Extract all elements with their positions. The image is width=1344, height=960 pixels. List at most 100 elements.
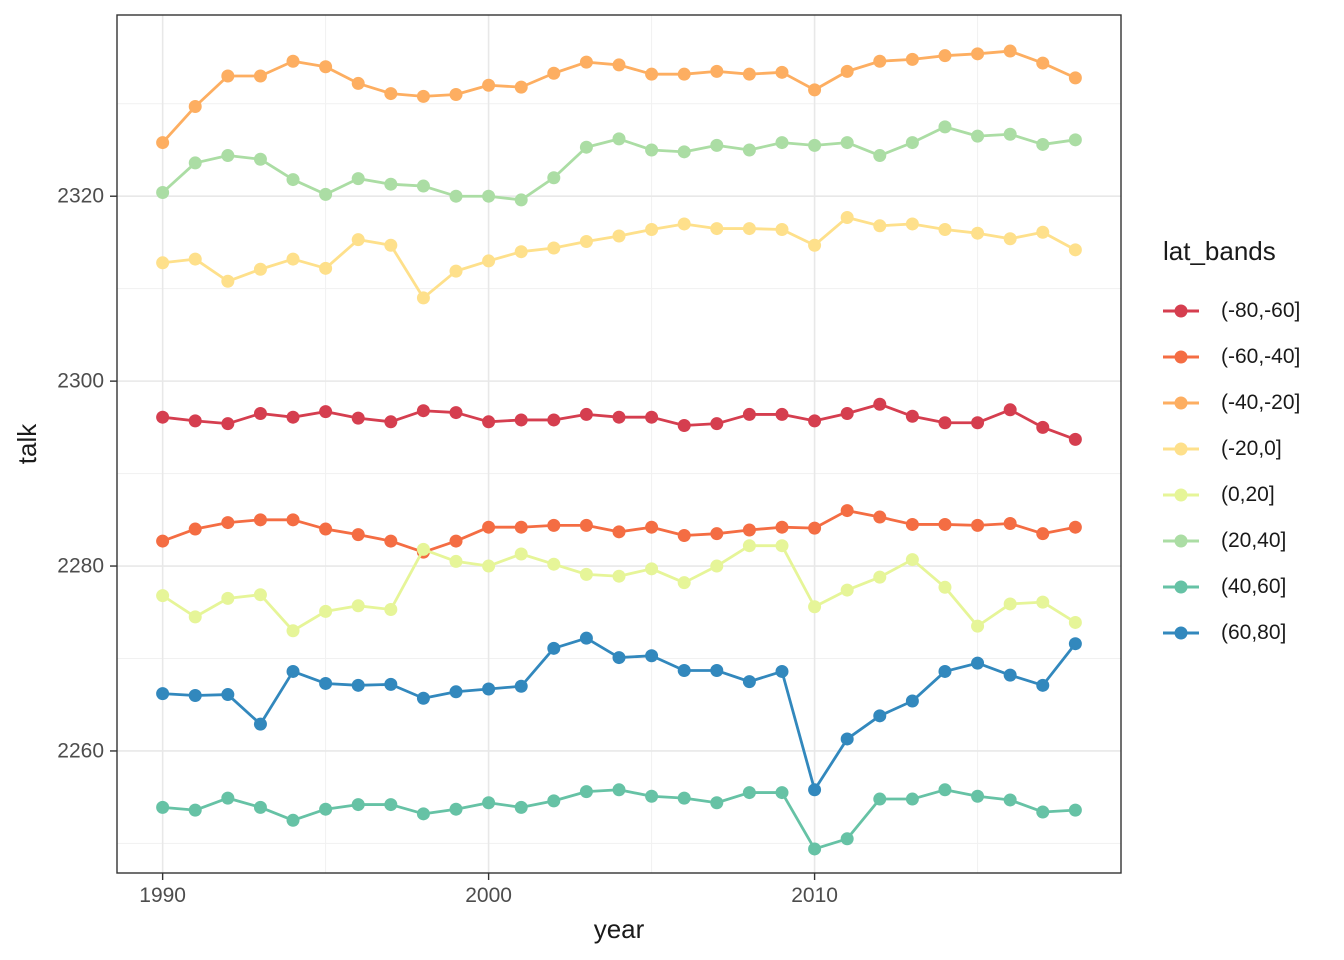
data-point: [547, 641, 561, 655]
data-point: [710, 138, 724, 152]
legend-item-label: (60,80]: [1221, 621, 1287, 644]
x-tick-label: 1990: [139, 884, 186, 907]
data-point: [775, 136, 789, 150]
data-point: [775, 664, 789, 678]
data-point: [612, 783, 626, 797]
data-point: [1003, 668, 1017, 682]
data-point: [514, 80, 528, 94]
data-point: [645, 410, 659, 424]
data-point: [514, 679, 528, 693]
data-point: [416, 542, 430, 556]
legend-item-label: (20,40]: [1221, 529, 1287, 552]
data-point: [971, 226, 985, 240]
data-point: [482, 520, 496, 534]
data-point: [808, 783, 822, 797]
data-point: [221, 274, 235, 288]
legend-key-dot: [1174, 626, 1188, 640]
data-point: [840, 406, 854, 420]
data-point: [873, 219, 887, 233]
data-point: [645, 143, 659, 157]
legend-key-glyph: [1163, 396, 1199, 410]
data-point: [742, 786, 756, 800]
data-point: [156, 136, 170, 150]
data-point: [188, 610, 202, 624]
data-point: [188, 522, 202, 536]
data-point: [677, 791, 691, 805]
data-point: [514, 520, 528, 534]
data-point: [188, 688, 202, 702]
data-point: [938, 783, 952, 797]
data-point: [1003, 793, 1017, 807]
data-point: [1003, 517, 1017, 531]
data-point: [645, 520, 659, 534]
data-point: [579, 407, 593, 421]
legend-key-glyph: [1163, 350, 1199, 364]
legend-key-dot: [1174, 304, 1188, 318]
data-point: [482, 415, 496, 429]
data-point: [286, 54, 300, 68]
data-point: [840, 583, 854, 597]
data-point: [873, 54, 887, 68]
data-point: [514, 193, 528, 207]
data-point: [351, 528, 365, 542]
data-point: [156, 589, 170, 603]
data-point: [286, 624, 300, 638]
data-point: [938, 517, 952, 531]
data-point: [579, 785, 593, 799]
data-point: [775, 786, 789, 800]
data-point: [808, 842, 822, 856]
data-point: [416, 179, 430, 193]
y-tick-label: 2300: [57, 370, 104, 393]
data-point: [579, 140, 593, 154]
data-point: [1036, 56, 1050, 70]
data-point: [808, 414, 822, 428]
data-point: [808, 238, 822, 252]
data-point: [612, 651, 626, 665]
data-point: [384, 798, 398, 812]
data-point: [221, 149, 235, 163]
legend-item: (-20,0]: [1161, 426, 1300, 472]
data-point: [514, 547, 528, 561]
data-point: [938, 120, 952, 134]
data-point: [775, 407, 789, 421]
data-point: [449, 264, 463, 278]
data-point: [873, 570, 887, 584]
data-point: [873, 792, 887, 806]
data-point: [416, 89, 430, 103]
data-point: [579, 518, 593, 532]
data-point: [677, 664, 691, 678]
y-tick-label: 2320: [57, 185, 104, 208]
data-point: [351, 233, 365, 247]
data-point: [873, 149, 887, 163]
plot-panel: [117, 15, 1121, 873]
data-point: [547, 66, 561, 80]
data-point: [188, 803, 202, 817]
data-point: [449, 534, 463, 548]
data-point: [286, 410, 300, 424]
data-point: [905, 792, 919, 806]
data-point: [547, 518, 561, 532]
data-point: [221, 591, 235, 605]
data-point: [319, 802, 333, 816]
legend-key-dot: [1174, 442, 1188, 456]
legend-item: (-40,-20]: [1161, 380, 1300, 426]
data-point: [971, 47, 985, 61]
data-point: [612, 569, 626, 583]
data-point: [645, 562, 659, 576]
data-point: [645, 649, 659, 663]
data-point: [253, 800, 267, 814]
data-point: [547, 794, 561, 808]
data-point: [971, 656, 985, 670]
legend-item: (0,20]: [1161, 472, 1300, 518]
data-point: [1036, 225, 1050, 239]
data-point: [1068, 71, 1082, 85]
data-point: [253, 588, 267, 602]
data-point: [416, 807, 430, 821]
data-point: [221, 516, 235, 530]
data-point: [677, 145, 691, 159]
data-point: [742, 523, 756, 537]
data-point: [971, 789, 985, 803]
data-point: [384, 238, 398, 252]
data-point: [482, 189, 496, 203]
legend-key-dot: [1174, 396, 1188, 410]
